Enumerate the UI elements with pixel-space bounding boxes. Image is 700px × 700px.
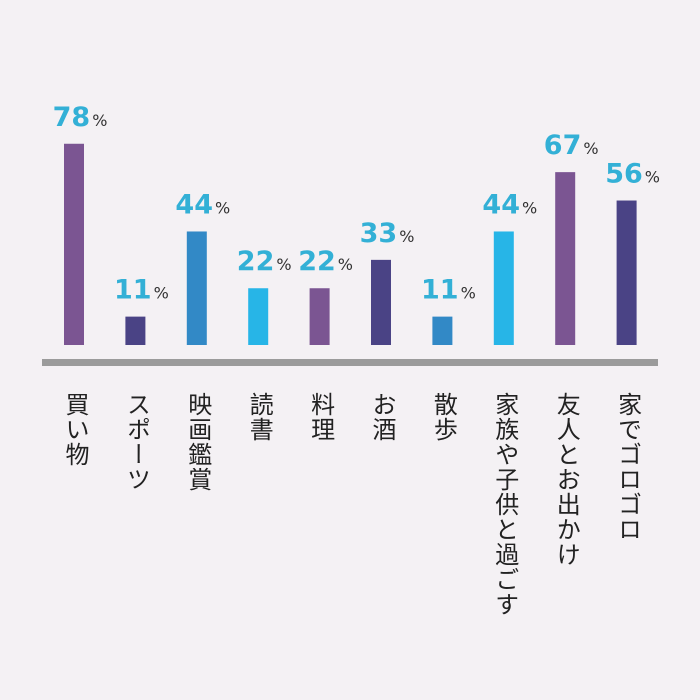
category-label-1: スポーツ — [122, 392, 151, 492]
bar-5 — [371, 259, 391, 345]
bar-2 — [186, 231, 207, 345]
category-label-0: 買い物 — [61, 392, 89, 467]
category-label-3: 読書 — [245, 392, 274, 442]
bar-3 — [248, 288, 269, 345]
x-axis-baseline — [42, 359, 658, 366]
bar-7 — [493, 231, 514, 345]
value-label-4: 22% — [298, 246, 353, 277]
bar-1 — [125, 316, 146, 345]
category-label-7: 家族や子供と過ごす — [490, 392, 519, 617]
bar-4 — [309, 288, 330, 345]
value-label-5: 33% — [360, 218, 415, 249]
bar-6 — [432, 316, 453, 345]
bar-9 — [616, 200, 637, 345]
value-label-3: 22% — [237, 246, 292, 277]
category-label-9: 家でゴロゴロ — [613, 392, 642, 542]
bar-8 — [555, 172, 576, 345]
value-labels: 78 %11 %44 %22% 22 %33 %11 %44 %67 %56% — [53, 102, 660, 306]
value-label-2: 44% — [175, 189, 230, 220]
value-label-0: 78% — [53, 102, 108, 133]
category-label-6: 散歩 — [429, 392, 458, 442]
value-label-1: 11% — [114, 275, 169, 306]
category-label-4: 料理 — [306, 392, 335, 442]
category-label-5: お酒 — [368, 392, 396, 442]
value-label-7: 44% — [482, 189, 537, 220]
bar-0 — [64, 143, 84, 345]
value-label-6: 11% — [421, 275, 476, 306]
bars — [64, 143, 637, 345]
value-label-9: 56% — [605, 159, 660, 190]
category-label-2: 映画鑑賞 — [183, 392, 212, 492]
value-label-8: 67% — [544, 130, 599, 161]
category-label-8: 友人とお出かけ — [552, 392, 581, 567]
